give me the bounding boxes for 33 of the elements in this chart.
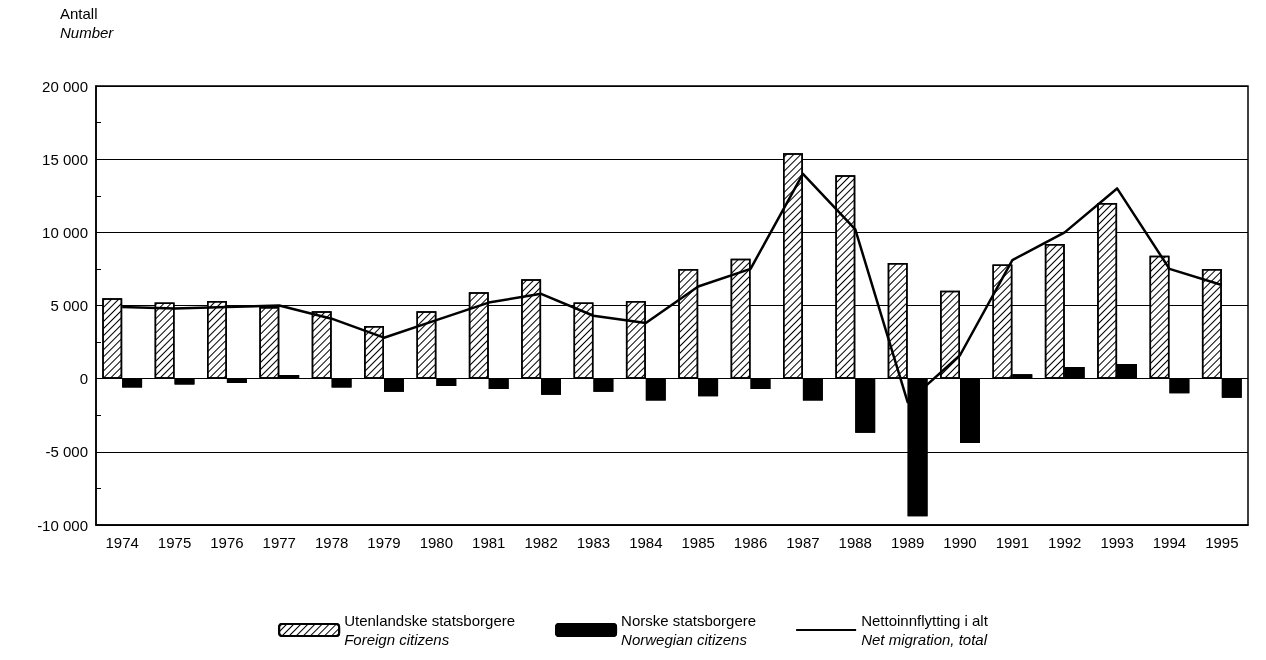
y-tick-label: -5 000	[45, 443, 88, 461]
x-tick-label: 1986	[733, 534, 768, 551]
x-tick-label: 1990	[943, 534, 977, 551]
x-tick-label: 1993	[1100, 534, 1134, 551]
y-axis-title: Antall Number	[60, 5, 115, 41]
x-tick-label: 1981	[472, 534, 506, 551]
x-tick-label: 1988	[838, 534, 872, 551]
legend-label: Norske statsborgere Norwegian citizens	[621, 612, 757, 648]
legend-label: Utenlandske statsborgere Foreign citizens	[344, 612, 516, 648]
y-tick-label: 15 000	[42, 150, 88, 168]
y-tick-label: 5 000	[50, 297, 88, 314]
x-tick-label: 1984	[629, 534, 663, 551]
x-tick-label: 1978	[314, 534, 349, 551]
x-tick-label: 1992	[1048, 534, 1082, 551]
x-tick-label: 1989	[890, 534, 925, 551]
x-tick-label: 1974	[105, 534, 139, 551]
x-tick-label: 1987	[786, 534, 820, 551]
x-tick-label: 1991	[995, 534, 1030, 551]
x-tick-label: 1979	[367, 534, 401, 551]
y-tick-label: -10 000	[37, 516, 88, 534]
x-tick-label: 1975	[157, 534, 192, 551]
x-tick-label: 1983	[576, 534, 611, 551]
legend-label: Nettoinnflytting i alt Net migration, total	[861, 612, 989, 648]
x-tick-label: 1976	[210, 534, 244, 551]
x-tick-label: 1982	[524, 534, 558, 551]
x-tick-label: 1994	[1152, 534, 1187, 551]
x-tick-label: 1985	[681, 534, 715, 551]
y-tick-label: 0	[79, 370, 88, 388]
y-tick-label: 10 000	[42, 223, 88, 241]
y-tick-label: 20 000	[42, 77, 88, 95]
x-tick-label: 1977	[262, 534, 296, 551]
x-tick-label: 1980	[419, 534, 454, 551]
x-tick-label: 1995	[1205, 534, 1239, 551]
